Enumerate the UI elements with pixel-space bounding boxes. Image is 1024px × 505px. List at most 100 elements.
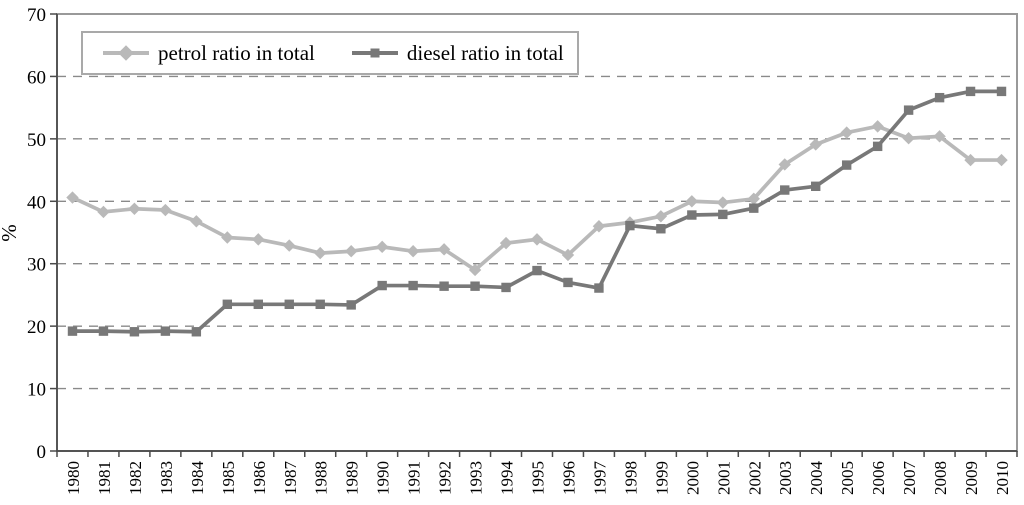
diesel-point <box>563 277 573 288</box>
x-tick-label: 2004 <box>807 461 826 496</box>
diesel-point <box>439 281 449 291</box>
diesel-point <box>284 299 294 309</box>
diesel-point <box>718 209 728 220</box>
y-tick-label: 0 <box>37 442 47 463</box>
y-tick-label: 60 <box>27 67 46 88</box>
x-tick-label: 2009 <box>962 461 981 495</box>
x-tick-label: 1986 <box>250 461 269 495</box>
diesel-point <box>253 299 263 309</box>
petrol-point <box>964 153 977 167</box>
x-tick-label: 1982 <box>126 461 145 495</box>
x-tick-label: 1995 <box>529 461 548 495</box>
diesel-point <box>811 181 821 192</box>
petrol-point <box>437 243 451 256</box>
y-tick-label: 20 <box>27 317 46 338</box>
x-tick-label: 1991 <box>405 461 424 495</box>
diesel-point <box>377 280 387 291</box>
x-tick-label: 1981 <box>95 461 114 495</box>
diesel-point <box>687 210 697 220</box>
petrol-point <box>933 130 946 143</box>
diesel-point <box>191 327 202 337</box>
petrol-point <box>283 239 296 252</box>
diesel-point <box>965 86 976 97</box>
x-tick-label: 2000 <box>683 461 702 495</box>
x-tick-label: 1998 <box>621 461 640 495</box>
y-tick-label: 70 <box>27 5 46 26</box>
diesel-point <box>470 281 480 291</box>
petrol-point <box>344 245 358 258</box>
diesel-point <box>903 105 914 115</box>
x-tick-label: 1984 <box>188 461 207 496</box>
diesel-point <box>872 141 883 152</box>
legend-entry-diesel: diesel ratio in total <box>351 40 564 65</box>
diesel-point <box>532 265 542 276</box>
diesel-point <box>996 86 1007 97</box>
y-tick-label: 50 <box>27 130 46 151</box>
petrol-point <box>468 263 482 277</box>
petrol-point <box>685 195 699 208</box>
x-tick-label: 1985 <box>219 461 238 495</box>
legend-label-diesel: diesel ratio in total <box>406 40 564 65</box>
x-tick-label: 1999 <box>652 461 671 495</box>
petrol-point <box>530 233 544 246</box>
x-tick-label: 1989 <box>343 461 362 495</box>
petrol-point <box>716 196 730 209</box>
x-tick-label: 1988 <box>312 461 331 495</box>
diesel-point <box>315 299 325 309</box>
diesel-point <box>749 203 759 213</box>
y-tick-label: 30 <box>27 255 46 276</box>
petrol-point <box>159 203 172 217</box>
petrol-point <box>778 158 791 171</box>
x-tick-label: 1994 <box>498 461 517 496</box>
x-tick-label: 2002 <box>745 461 764 495</box>
diesel-point <box>98 326 109 336</box>
petrol-point <box>840 126 853 139</box>
diesel-point <box>408 280 418 291</box>
plot-frame <box>56 13 1018 452</box>
diesel-line-marker-icon <box>351 46 398 60</box>
x-tick-label: 1980 <box>64 461 83 495</box>
petrol-point <box>314 246 327 260</box>
y-axis-title: % <box>0 224 21 242</box>
x-tick-label: 1996 <box>559 461 578 495</box>
diesel-point <box>780 185 790 195</box>
x-tick-label: 2010 <box>993 461 1012 495</box>
legend-entry-petrol: petrol ratio in total <box>103 42 315 64</box>
petrol-point <box>592 220 606 233</box>
diesel-point <box>160 326 171 336</box>
petrol-point <box>902 132 915 145</box>
diesel-point <box>129 327 140 337</box>
x-tick-label: 1987 <box>281 461 300 496</box>
petrol-point <box>654 210 668 223</box>
petrol-point <box>809 138 822 151</box>
diesel-point <box>346 300 356 310</box>
x-tick-label: 1997 <box>590 461 609 496</box>
petrol-line-marker-icon <box>103 45 149 61</box>
petrol-point <box>499 236 513 250</box>
diesel-point <box>841 160 852 170</box>
petrol-point <box>190 215 203 228</box>
petrol-point <box>221 231 234 244</box>
petrol-point <box>561 248 575 262</box>
diesel-point <box>656 224 666 234</box>
x-tick-label: 2008 <box>931 461 950 495</box>
diesel-point <box>67 326 78 336</box>
series-line-square <box>70 89 1004 334</box>
x-tick-label: 2005 <box>838 461 857 495</box>
petrol-point <box>97 205 110 219</box>
diesel-point <box>594 283 604 293</box>
x-tick-label: 2007 <box>900 461 919 496</box>
diesel-point <box>222 299 233 309</box>
x-tick-label: 2001 <box>714 461 733 495</box>
petrol-point <box>747 192 760 205</box>
petrol-point <box>66 191 79 204</box>
y-tick-label: 10 <box>27 380 46 401</box>
petrol-point <box>128 202 141 215</box>
chart-legend: petrol ratio in total diesel ratio in to… <box>81 31 579 75</box>
series-line-diamond <box>70 124 1004 272</box>
y-tick-label: 40 <box>27 192 46 213</box>
x-tick-label: 1983 <box>157 461 176 495</box>
diesel-point <box>501 282 511 293</box>
